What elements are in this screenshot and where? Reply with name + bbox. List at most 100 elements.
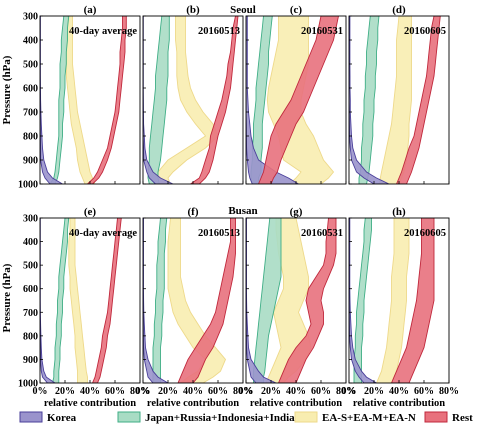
- panel-title: 20160605: [404, 228, 446, 239]
- y-tick-label: 800: [23, 331, 38, 342]
- row-title-busan: Busan: [228, 205, 257, 217]
- x-tick-label: 80%: [439, 386, 459, 397]
- y-tick-label: 1000: [18, 180, 38, 191]
- y-tick-label: 500: [23, 261, 38, 272]
- x-tick-label: 40%: [80, 386, 100, 397]
- legend-item: EA-S+EA-M+EA-N: [294, 411, 416, 424]
- panel-title: 40-day average: [69, 228, 137, 239]
- legend-item: Japan+Russia+Indonesia+India: [117, 411, 295, 424]
- row-title-seoul: Seoul: [230, 4, 256, 16]
- legend-label: Japan+Russia+Indonesia+India: [145, 412, 295, 424]
- band-japan-russia-indonesia-india: [250, 16, 273, 184]
- band-japan-russia-indonesia-india: [49, 16, 70, 184]
- x-tick-label: 0%: [342, 386, 357, 397]
- band-rest: [278, 218, 337, 383]
- x-tick-label: 60%: [208, 386, 228, 397]
- legend-label: EA-S+EA-M+EA-N: [322, 412, 416, 424]
- x-tick-label: 60%: [311, 386, 331, 397]
- panel-h: 0% 20% 40% 60% 80%relative contribution (h) 20…: [342, 206, 460, 409]
- y-tick-label: 700: [23, 308, 38, 319]
- panel-a: 300 400 500 600 700 800 900 1000 (a) 40-day avera…: [18, 4, 141, 191]
- x-axis-label: relative contribution: [250, 398, 342, 409]
- x-tick-label: 40%: [389, 386, 409, 397]
- x-tick-label: 80%: [233, 386, 253, 397]
- panels-group: 300 400 500 600 700 800 900 1000 (a) 40-day avera…: [18, 4, 459, 409]
- panel-letter: (c): [290, 4, 303, 16]
- band-ea-s-ea-m-ea-n: [68, 218, 88, 383]
- panel-c: (c) 20160531: [245, 4, 347, 185]
- y-tick-label: 900: [23, 355, 38, 366]
- y-tick-label: 700: [23, 108, 38, 119]
- x-tick-label: 20%: [364, 386, 384, 397]
- band-korea: [40, 218, 56, 383]
- y-tick-label: 600: [23, 284, 38, 295]
- band-rest: [177, 218, 236, 383]
- y-tick-label: 300: [23, 12, 38, 23]
- x-tick-label: 0%: [136, 386, 151, 397]
- y-tick-label: 500: [23, 60, 38, 71]
- panel-title: 40-day average: [69, 26, 137, 37]
- plot-area: [246, 16, 339, 184]
- y-tick-label: 800: [23, 132, 38, 143]
- x-tick-label: 80%: [130, 386, 150, 397]
- band-japan-russia-indonesia-india: [52, 218, 70, 383]
- panel-title: 20160531: [301, 26, 343, 37]
- legend-label: Korea: [47, 412, 77, 424]
- legend-item: Rest: [424, 411, 473, 424]
- band-rest: [391, 218, 435, 383]
- x-tick-label: 20%: [261, 386, 281, 397]
- x-axis-label: relative contribution: [147, 398, 239, 409]
- legend-item: Korea: [19, 411, 77, 424]
- band-rest: [86, 16, 127, 184]
- y-tick-label: 300: [23, 214, 38, 225]
- panel-letter: (f): [188, 206, 199, 218]
- x-tick-label: 0%: [239, 386, 254, 397]
- plot-area: [40, 16, 127, 184]
- band-ea-s-ea-m-ea-n: [378, 16, 412, 184]
- x-tick-label: 0%: [33, 386, 48, 397]
- x-tick-label: 80%: [336, 386, 356, 397]
- panel-letter: (b): [186, 4, 200, 16]
- plot-area: [143, 218, 236, 383]
- band-rest: [396, 16, 441, 184]
- y-tick-label: 900: [23, 156, 38, 167]
- legend-swatch: [117, 411, 141, 423]
- plot-area: [40, 218, 122, 383]
- band-korea: [143, 16, 174, 184]
- panel-letter: (g): [290, 206, 303, 218]
- band-japan-russia-indonesia-india: [147, 16, 170, 184]
- panel-title: 20160531: [301, 228, 343, 239]
- legend: Korea Japan+Russia+Indonesia+India EA-S+EA…: [19, 411, 473, 424]
- band-japan-russia-indonesia-india: [253, 218, 282, 383]
- x-axis-label: relative contribution: [353, 398, 445, 409]
- band-korea: [349, 218, 378, 383]
- legend-swatch: [294, 411, 318, 423]
- panel-letter: (h): [392, 206, 406, 218]
- band-rest: [92, 218, 122, 383]
- panel-f: 0% 20% 40% 60% 80%relative contribution (f) 20…: [136, 206, 254, 409]
- panel-letter: (d): [392, 4, 406, 16]
- legend-swatch: [424, 411, 448, 423]
- x-tick-label: 20%: [55, 386, 75, 397]
- band-ea-s-ea-m-ea-n: [376, 218, 410, 383]
- x-tick-label: 40%: [183, 386, 203, 397]
- plot-area: [349, 16, 441, 184]
- panel-letter: (e): [84, 206, 97, 218]
- panel-letter: (a): [84, 4, 97, 16]
- panel-g: 0% 20% 40% 60% 80%relative contribution (g) 20…: [239, 206, 357, 409]
- x-tick-label: 60%: [414, 386, 434, 397]
- x-tick-label: 20%: [158, 386, 178, 397]
- y-tick-label: 1000: [18, 379, 38, 390]
- panel-title: 20160605: [404, 26, 446, 37]
- legend-swatch: [19, 411, 43, 423]
- band-ea-s-ea-m-ea-n: [65, 16, 96, 184]
- band-japan-russia-indonesia-india: [358, 16, 380, 184]
- x-tick-label: 40%: [286, 386, 306, 397]
- y-tick-label: 400: [23, 237, 38, 248]
- x-tick-label: 60%: [105, 386, 125, 397]
- y-axis-label-bottom: Pressure (hPa): [1, 263, 13, 332]
- y-tick-label: 600: [23, 84, 38, 95]
- y-axis-label-top: Pressure (hPa): [1, 55, 13, 124]
